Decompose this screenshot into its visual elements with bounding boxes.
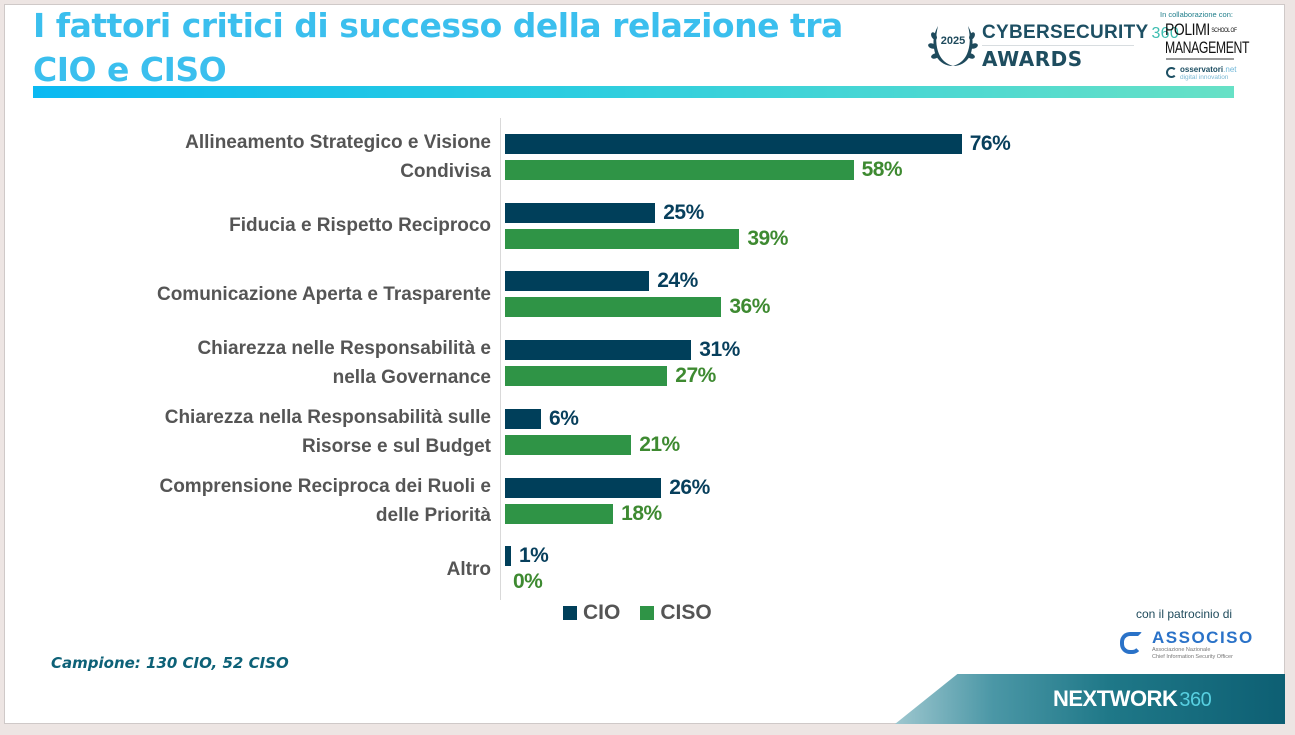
bar-ciso (505, 366, 668, 387)
legend-item-ciso: CISO (640, 601, 712, 625)
awards-360: 360 (1151, 25, 1180, 42)
awards-line2: AWARDS (982, 47, 1083, 71)
data-label-ciso: 0% (513, 570, 543, 594)
category-axis-line (500, 118, 501, 600)
legend-item-cio: CIO (563, 601, 620, 625)
data-label-ciso: 18% (621, 501, 662, 525)
patronage-label: con il patrocinio di (1136, 607, 1233, 621)
awards-divider (982, 45, 1134, 46)
page-title: I fattori critici di successo della rela… (33, 6, 843, 89)
legend-label-ciso: CISO (660, 601, 712, 624)
bar-cio (505, 340, 692, 361)
category-label-line: nella Governance (332, 367, 491, 389)
data-label-cio: 26% (669, 475, 710, 499)
category-label: Chiarezza nelle Responsabilità e nella Go… (197, 334, 491, 392)
category-label: Chiarezza nella Responsabilità sulle Riso… (165, 403, 491, 461)
bar-ciso (505, 297, 722, 318)
polimi-divider (1166, 58, 1234, 60)
bar-ciso (505, 434, 632, 455)
bar-cio (505, 408, 542, 429)
sample-note: Campione: 130 CIO, 52 CISO (51, 654, 289, 672)
category-label: Altro (447, 555, 491, 584)
associso-icon (1120, 632, 1142, 654)
title-gradient-bar (33, 86, 1234, 98)
bar-cio (505, 546, 511, 567)
data-label-ciso: 58% (861, 158, 903, 181)
bar-ciso (505, 228, 740, 249)
osservatori-name: osservatori.net (1180, 65, 1236, 74)
category-label-line: Comunicazione Aperta e Trasparente (156, 283, 491, 305)
associso-subtitle: Associazione Nazionale Chief Information … (1152, 647, 1233, 661)
category-label: Comprensione Reciproca dei Ruoli e delle … (159, 472, 491, 530)
polimi-text: POLIMI (1165, 20, 1210, 39)
category-label-line: Condivisa (400, 161, 491, 182)
laurel-icon (928, 26, 978, 66)
data-label-cio: 24% (657, 269, 698, 293)
data-label-ciso: 27% (675, 364, 716, 388)
associso-logo: ASSOCISO Associazione Nazionale Chief Inf… (1118, 626, 1252, 661)
bar-cio (505, 477, 662, 498)
data-label-cio: 76% (969, 132, 1011, 155)
data-label-ciso: 21% (639, 432, 680, 456)
data-label-cio: 31% (699, 338, 740, 362)
data-label-cio: 1% (519, 544, 549, 568)
bar-ciso (505, 160, 854, 180)
associso-name: ASSOCISO (1152, 628, 1254, 647)
cybersecurity-awards-logo: 2025 CYBERSECURITY 360 AWARDS (924, 20, 1179, 72)
bar-ciso (505, 503, 614, 524)
associso-sub2: Chief Information Security Officer (1152, 654, 1233, 660)
category-label-line: Comprensione Reciproca dei Ruoli e (159, 475, 491, 497)
awards-line1-text: CYBERSECURITY (982, 22, 1149, 43)
osservatori-tld: .net (1223, 65, 1237, 74)
chart-legend: CIO CISO (563, 600, 712, 626)
category-label: Comunicazione Aperta e Trasparente (157, 280, 491, 309)
network360-name: NEXTWORK (1053, 686, 1178, 711)
network360-band (895, 674, 1285, 724)
category-label-line: Fiducia e Rispetto Reciproco (229, 215, 491, 237)
bar-cio (505, 271, 650, 292)
osservatori-logo: osservatori.net digital innovation (1166, 64, 1241, 84)
category-label-line: Risorse e sul Budget (302, 435, 491, 457)
category-label-line: Chiarezza nella Responsabilità sulle (164, 406, 491, 428)
bar-cio (505, 134, 962, 154)
awards-line1: CYBERSECURITY 360 (982, 22, 1179, 44)
legend-swatch-ciso (640, 606, 655, 620)
legend-label-cio: CIO (583, 601, 621, 624)
category-label-line: Allineamento Strategico e Visione (185, 132, 491, 153)
osservatori-name-text: osservatori (1180, 65, 1224, 74)
slide (4, 4, 1285, 724)
osservatori-icon (1166, 67, 1177, 78)
category-label: Allineamento Strategico e Visione Condivi… (185, 128, 491, 186)
category-label: Fiducia e Rispetto Reciproco (229, 211, 491, 240)
network360-suffix: 360 (1179, 689, 1212, 711)
polimi-logo-line1: POLIMI SCHOOL OF (1165, 20, 1237, 40)
bar-cio (505, 202, 656, 223)
awards-year: 2025 (940, 35, 966, 47)
category-label-line: delle Priorità (375, 504, 491, 526)
data-label-ciso: 36% (729, 295, 770, 319)
data-label-cio: 25% (663, 200, 704, 224)
legend-swatch-cio (563, 606, 577, 620)
associso-sub1: Associazione Nazionale (1152, 647, 1211, 653)
data-label-ciso: 39% (747, 226, 788, 250)
polimi-school-text: SCHOOL OF (1211, 27, 1237, 34)
network360-logo: NEXTWORK 360 (1053, 686, 1212, 712)
data-label-cio: 6% (549, 406, 579, 430)
polimi-logo-line2: MANAGEMENT (1165, 38, 1250, 57)
category-label-line: Chiarezza nelle Responsabilità e (197, 338, 491, 360)
category-label-line: Altro (446, 558, 491, 580)
osservatori-tagline: digital innovation (1180, 74, 1229, 81)
collaboration-label: In collaborazione con: (1160, 10, 1233, 19)
